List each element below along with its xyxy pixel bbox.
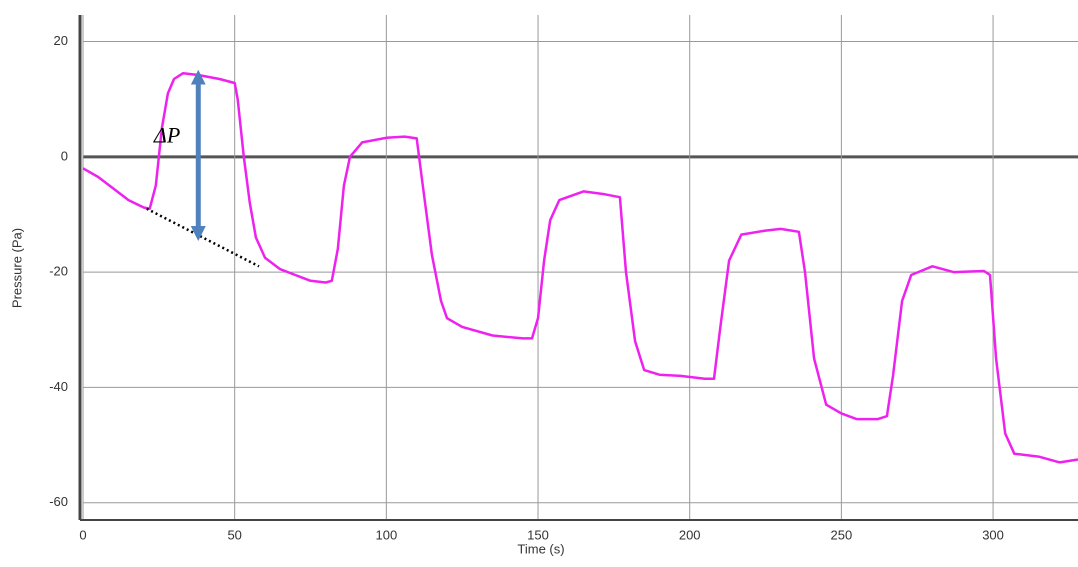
x-tick-label: 150 xyxy=(527,527,549,542)
x-tick-label: 0 xyxy=(79,527,86,542)
y-tick-label: -60 xyxy=(49,494,68,509)
y-axis-label: Pressure (Pa) xyxy=(9,228,24,308)
x-tick-label: 100 xyxy=(376,527,398,542)
x-tick-label: 300 xyxy=(982,527,1004,542)
x-tick-label: 50 xyxy=(227,527,241,542)
x-tick-label: 250 xyxy=(831,527,853,542)
x-axis-label: Time (s) xyxy=(517,541,564,556)
y-tick-label: -20 xyxy=(49,264,68,279)
y-tick-label: -40 xyxy=(49,379,68,394)
x-tick-label: 200 xyxy=(679,527,701,542)
y-tick-label: 0 xyxy=(61,148,68,163)
data-line xyxy=(82,71,1078,464)
y-tick-label: 20 xyxy=(54,33,68,48)
baseline-dotted xyxy=(146,207,260,268)
delta-label: ΔP xyxy=(153,122,180,147)
